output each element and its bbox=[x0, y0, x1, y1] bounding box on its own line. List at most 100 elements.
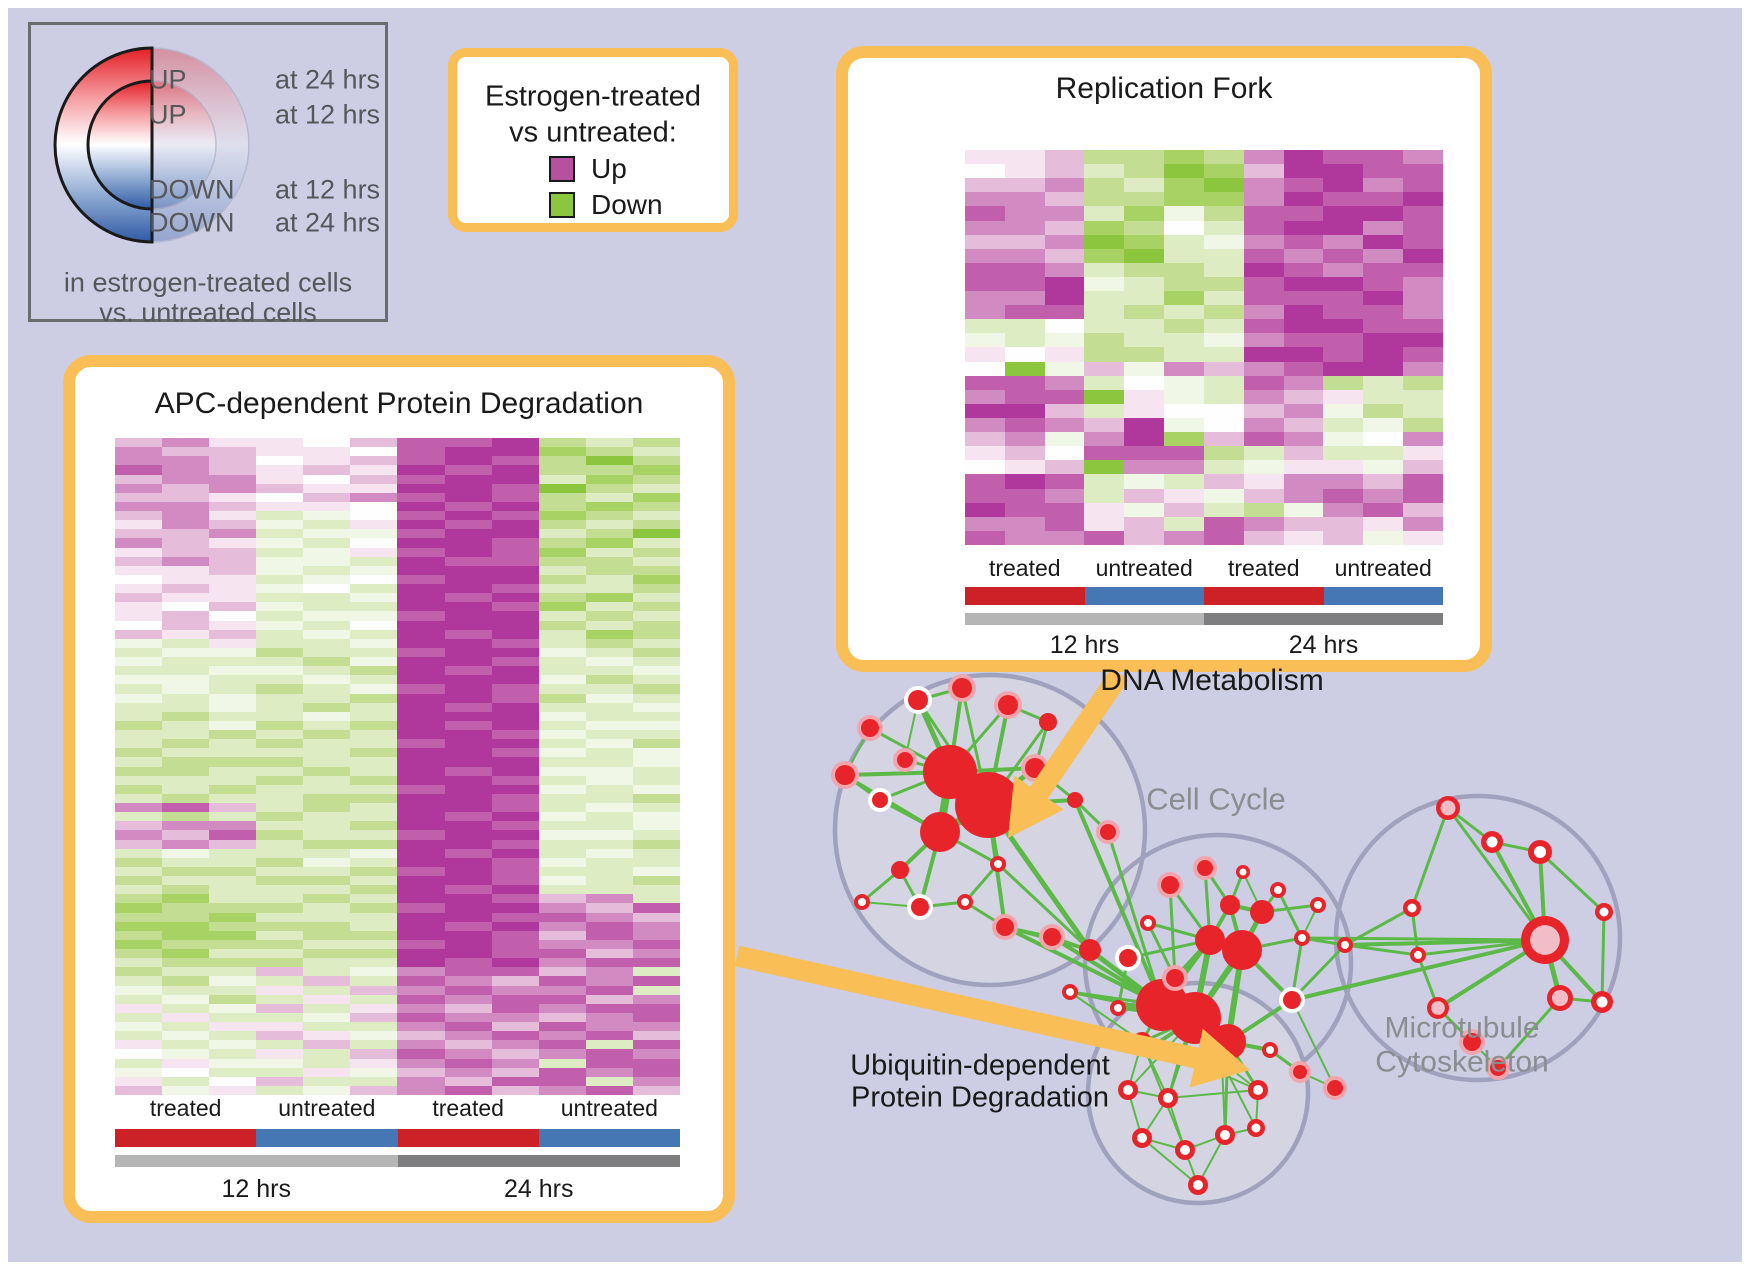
heatmap-cell bbox=[1004, 460, 1045, 475]
heatmap-cell bbox=[965, 220, 1005, 235]
heatmap-cell bbox=[162, 1058, 210, 1068]
heatmap-cell bbox=[1044, 333, 1085, 348]
heatmap-cell bbox=[209, 647, 257, 657]
heatmap-cell bbox=[1363, 276, 1404, 292]
heatmap-cell bbox=[491, 1085, 539, 1095]
heatmap-cell bbox=[444, 602, 492, 612]
heatmap-cell bbox=[1164, 375, 1204, 390]
heatmap-cell bbox=[1283, 178, 1324, 193]
heatmap-cell bbox=[162, 1022, 210, 1032]
heatmap-cell bbox=[256, 675, 304, 685]
heatmap-cell bbox=[1164, 276, 1204, 292]
heatmap-cell bbox=[538, 511, 586, 521]
rf-12hrs-bar bbox=[965, 613, 1204, 625]
heatmap-cell bbox=[350, 474, 398, 484]
heatmap-cell bbox=[115, 793, 163, 803]
heatmap-cell bbox=[632, 1012, 680, 1022]
heatmap-cell bbox=[397, 438, 445, 448]
heatmap-cell bbox=[632, 976, 680, 986]
heatmap-cell bbox=[256, 1058, 304, 1068]
heatmap-cell bbox=[397, 593, 445, 603]
heatmap-cell bbox=[209, 1058, 257, 1068]
heatmap-cell bbox=[585, 784, 633, 794]
heatmap-cell bbox=[632, 1085, 680, 1095]
heatmap-cell bbox=[444, 638, 492, 648]
heatmap-cell bbox=[632, 538, 680, 548]
heatmap-cell bbox=[1203, 418, 1244, 433]
node-white-center bbox=[1114, 1004, 1122, 1012]
heatmap-cell bbox=[256, 520, 304, 530]
heatmap-cell bbox=[162, 730, 210, 740]
heatmap-cell bbox=[585, 967, 633, 977]
heatmap-cell bbox=[256, 739, 304, 749]
node-white-center bbox=[1266, 1046, 1274, 1054]
heatmap-cell bbox=[444, 593, 492, 603]
heatmap-cell bbox=[585, 456, 633, 466]
heatmap-cell bbox=[491, 876, 539, 886]
heatmap-cell bbox=[632, 748, 680, 758]
heatmap-cell bbox=[585, 894, 633, 904]
heatmap-cell bbox=[538, 492, 586, 502]
heatmap-cell bbox=[444, 684, 492, 694]
heatmap-cell bbox=[397, 766, 445, 776]
heatmap-cell bbox=[491, 821, 539, 831]
heatmap-cell bbox=[350, 1031, 398, 1041]
heatmap-cell bbox=[303, 812, 351, 822]
heatmap-cell bbox=[1004, 516, 1045, 531]
heatmap-cell bbox=[350, 775, 398, 785]
heatmap-cell bbox=[162, 839, 210, 849]
heatmap-cell bbox=[256, 730, 304, 740]
heatmap-cell bbox=[162, 812, 210, 822]
heatmap-cell bbox=[585, 529, 633, 539]
network-edge bbox=[1106, 831, 1164, 1006]
heatmap-cell bbox=[397, 511, 445, 521]
heatmap-cell bbox=[1283, 291, 1324, 306]
heatmap-cell bbox=[1084, 403, 1125, 419]
heatmap-cell bbox=[444, 994, 492, 1004]
heatmap-cell bbox=[115, 976, 163, 986]
heatmap-cell bbox=[632, 967, 680, 977]
updown-legend-title-line1: Estrogen-treated bbox=[484, 80, 701, 113]
heatmap-cell bbox=[632, 958, 680, 968]
heatmap-cell bbox=[1403, 347, 1443, 362]
heatmap-cell bbox=[1283, 516, 1324, 531]
heatmap-cell bbox=[162, 483, 210, 493]
heatmap-cell bbox=[1323, 333, 1364, 348]
heatmap-cell bbox=[303, 775, 351, 785]
heatmap-cell bbox=[632, 520, 680, 530]
heatmap-cell bbox=[632, 985, 680, 995]
node-white-center bbox=[1137, 1133, 1147, 1143]
heatmap-cell bbox=[491, 511, 539, 521]
node-white-center bbox=[1341, 941, 1349, 949]
heatmap-cell bbox=[1044, 164, 1085, 179]
heatmap-cell bbox=[538, 958, 586, 968]
heatmap-cell bbox=[162, 602, 210, 612]
down-color-swatch bbox=[549, 192, 575, 218]
heatmap-cell bbox=[632, 629, 680, 639]
gene-node bbox=[1067, 792, 1083, 808]
heatmap-cell bbox=[538, 629, 586, 639]
heatmap-cell bbox=[303, 574, 351, 584]
heatmap-cell bbox=[350, 958, 398, 968]
heatmap-cell bbox=[1004, 389, 1045, 404]
heatmap-cell bbox=[397, 693, 445, 703]
heatmap-cell bbox=[1323, 291, 1364, 306]
heatmap-cell bbox=[115, 839, 163, 849]
heatmap-cell bbox=[209, 857, 257, 867]
heatmap-cell bbox=[1363, 178, 1404, 193]
heatmap-cell bbox=[585, 1049, 633, 1059]
heatmap-cell bbox=[491, 657, 539, 667]
heatmap-cell bbox=[350, 839, 398, 849]
heatmap-cell bbox=[444, 912, 492, 922]
network-edge bbox=[1301, 936, 1546, 942]
heatmap-cell bbox=[1124, 305, 1165, 320]
heatmap-cell bbox=[162, 675, 210, 685]
heatmap-cell bbox=[256, 976, 304, 986]
heatmap-cell bbox=[491, 839, 539, 849]
heatmap-cell bbox=[115, 994, 163, 1004]
apc-group-label-untreated-12: untreated bbox=[278, 1095, 376, 1121]
heatmap-cell bbox=[303, 483, 351, 493]
node-white-center bbox=[1251, 1123, 1261, 1133]
heatmap-cell bbox=[397, 876, 445, 886]
heatmap-cell bbox=[444, 629, 492, 639]
